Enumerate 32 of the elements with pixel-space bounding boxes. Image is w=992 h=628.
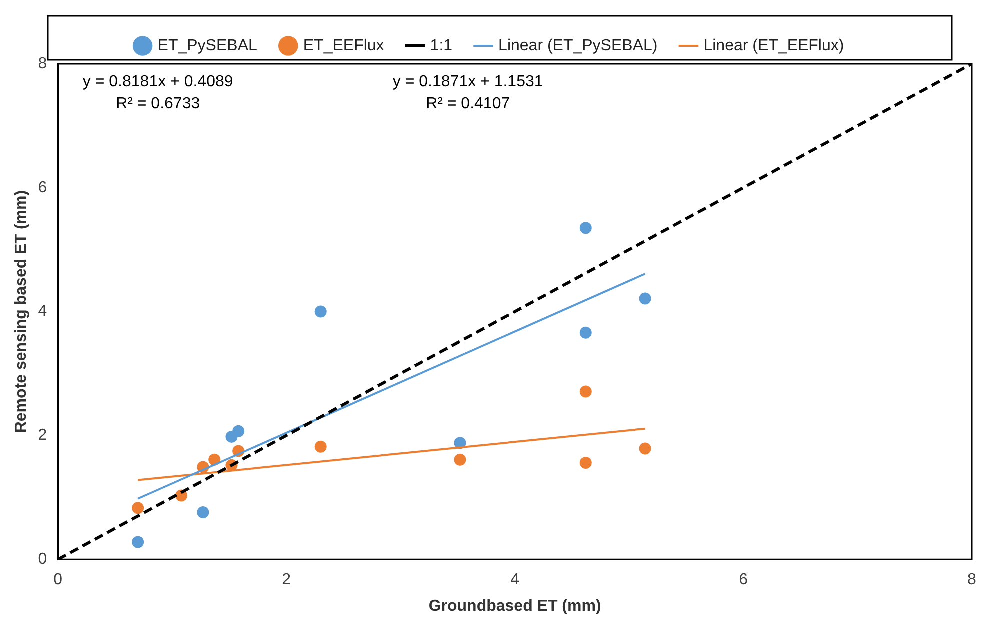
point <box>132 536 144 548</box>
legend-label: ET_PySEBAL <box>158 37 258 54</box>
point <box>132 502 144 514</box>
y-tick-label: 0 <box>38 551 48 568</box>
y-tick-label: 6 <box>38 179 48 196</box>
y-tick-label: 8 <box>38 55 48 72</box>
legend-label: ET_EEFlux <box>303 37 384 54</box>
point <box>580 326 592 339</box>
x-tick-label: 8 <box>968 572 977 589</box>
legend-label: Linear (ET_PySEBAL) <box>498 37 658 54</box>
y-tick-label: 2 <box>38 427 48 444</box>
y-tick-label: 4 <box>38 303 48 320</box>
point <box>314 440 327 453</box>
legend-label: Linear (ET_EEFlux) <box>704 37 844 54</box>
point <box>454 454 466 466</box>
point <box>232 425 245 438</box>
point <box>580 222 592 234</box>
x-tick-label: 2 <box>282 572 292 589</box>
annotation: y = 0.8181x + 0.4089 R² = 0.6733 <box>82 73 234 112</box>
point <box>639 442 652 455</box>
legend-label: 1:1 <box>430 37 453 54</box>
x-tick-label: 0 <box>54 572 63 589</box>
point <box>580 386 592 398</box>
point <box>580 456 592 469</box>
point <box>314 306 327 318</box>
x-tick-label: 6 <box>739 572 748 589</box>
x-tick-label: 4 <box>510 572 520 589</box>
point <box>197 506 210 519</box>
y-axis-title: Remote sensing based ET (mm) <box>13 190 30 434</box>
annotation: y = 0.1871x + 1.1531 R² = 0.4107 <box>392 73 544 112</box>
x-axis-title: Groundbased ET (mm) <box>428 598 602 615</box>
point <box>639 292 652 305</box>
